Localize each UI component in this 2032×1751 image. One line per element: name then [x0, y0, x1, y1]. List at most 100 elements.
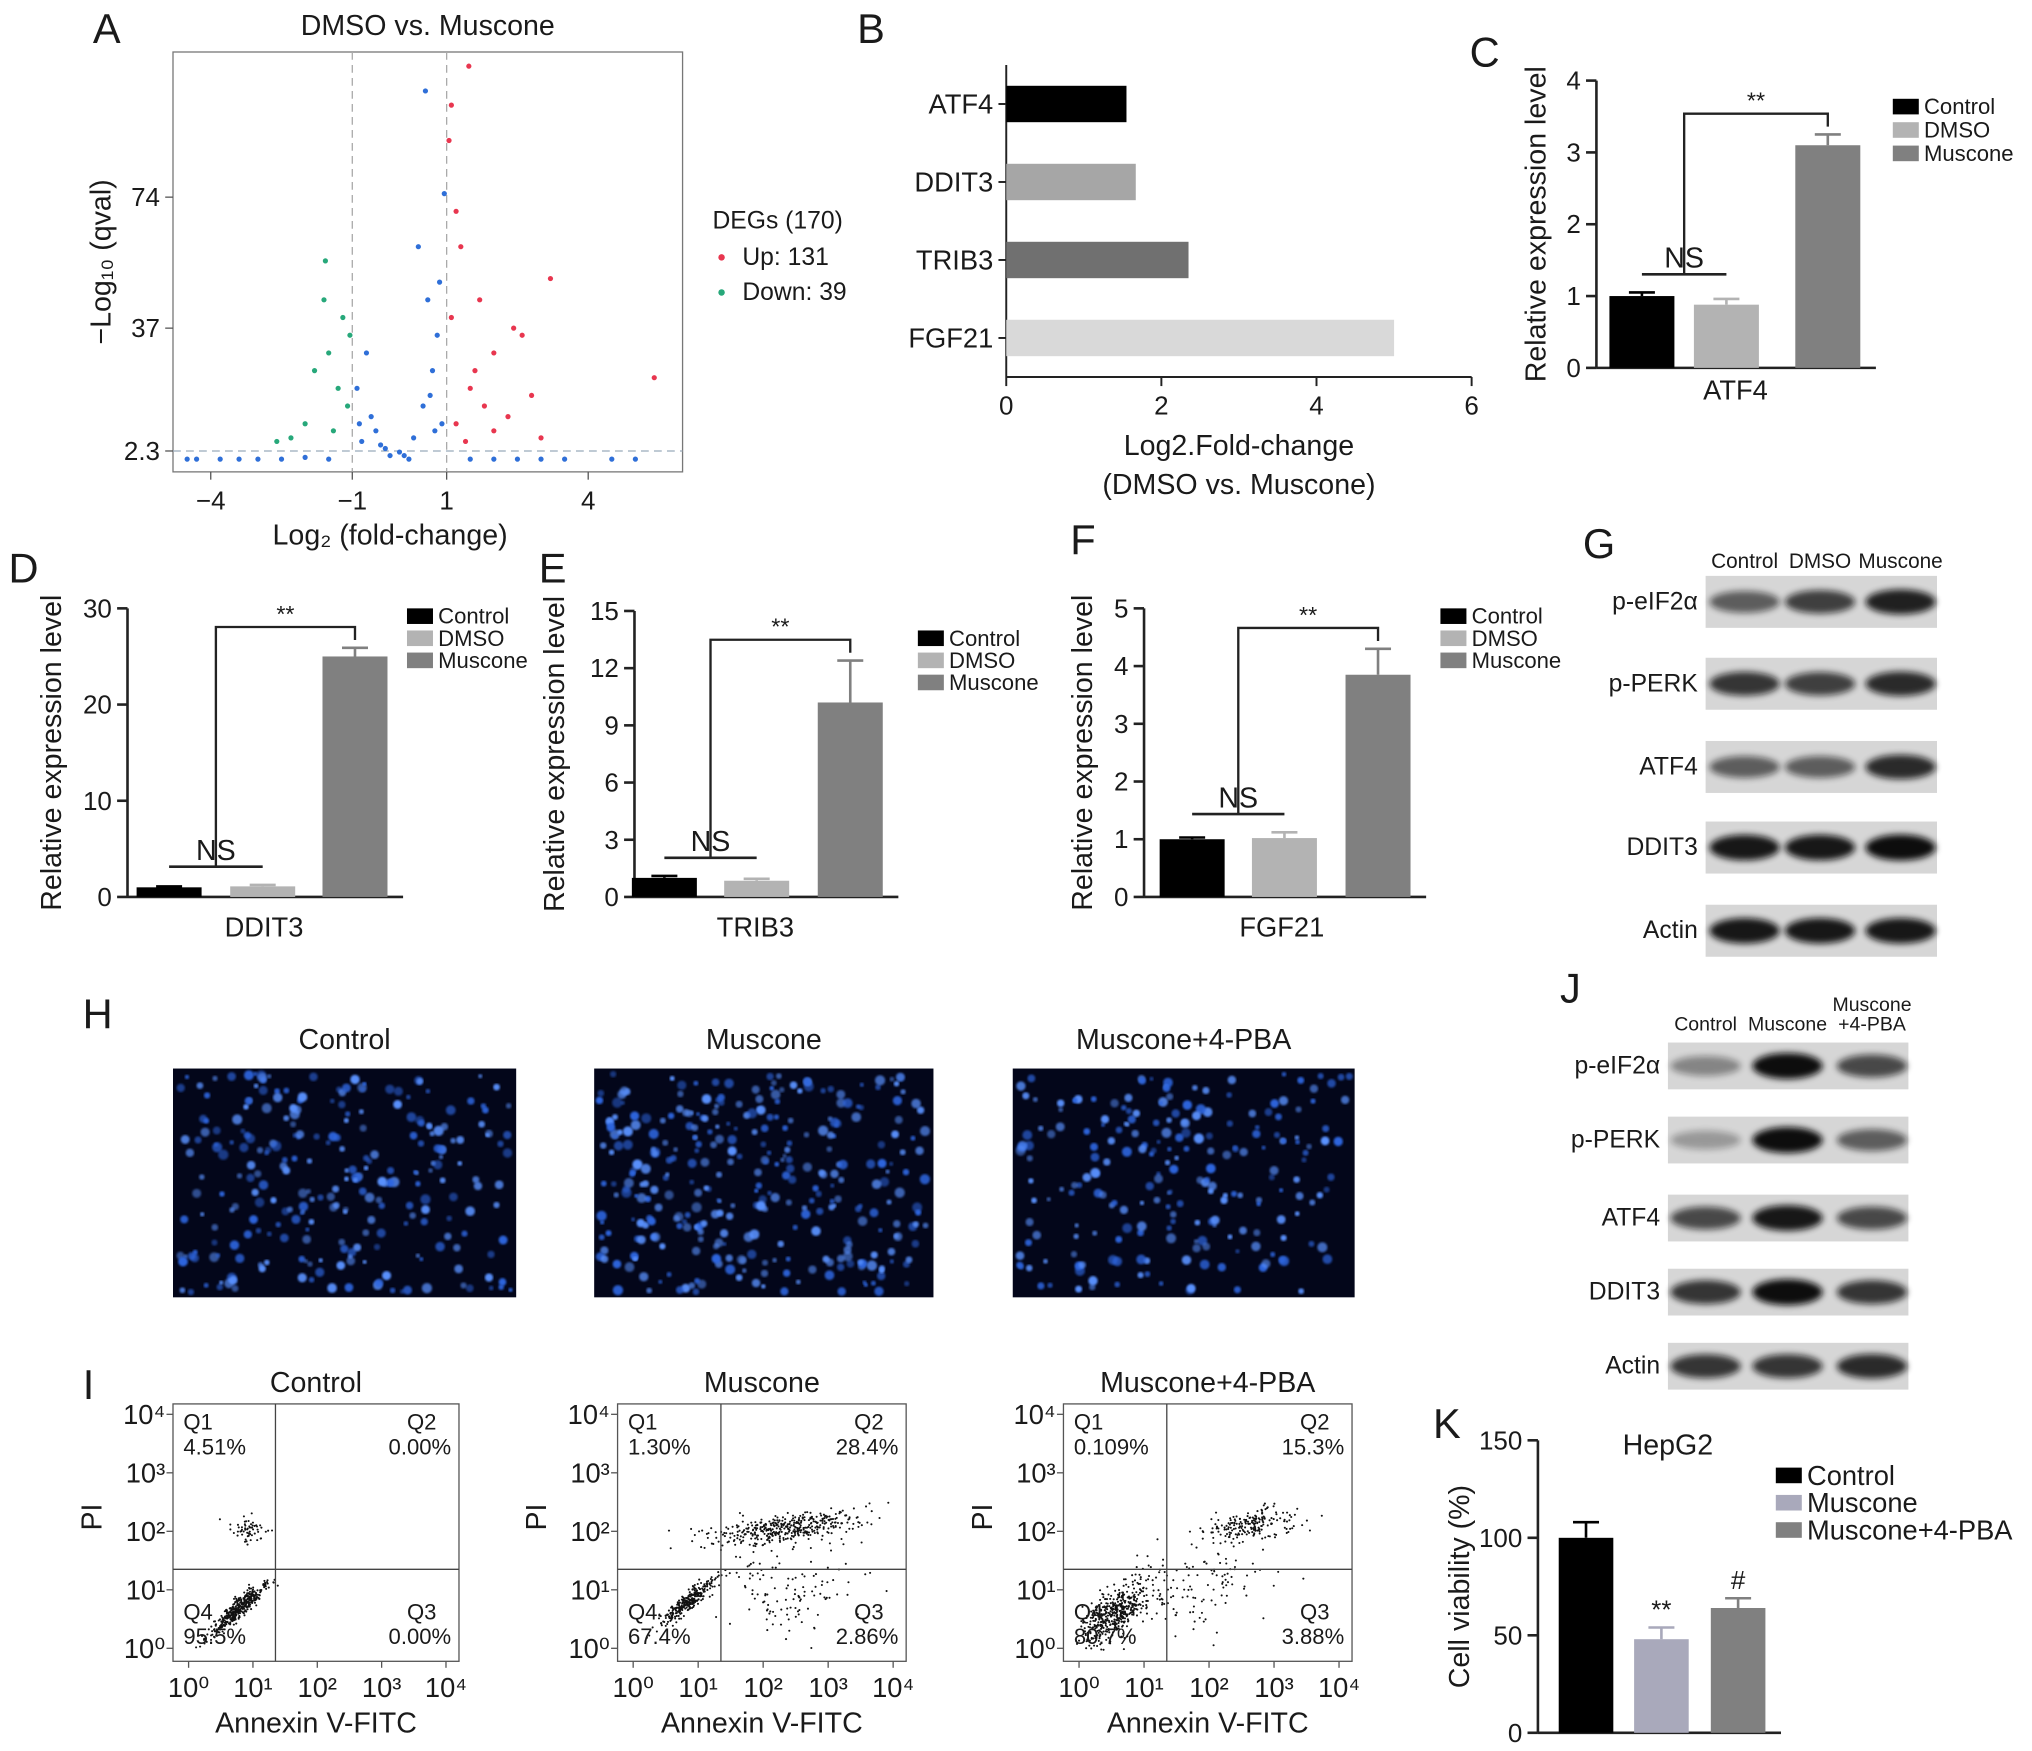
event-dot: [752, 1561, 755, 1564]
event-dot: [752, 1551, 755, 1554]
event-dot: [1097, 1631, 1100, 1634]
nucleus: [231, 1202, 239, 1211]
nucleus: [694, 1277, 701, 1284]
event-dot: [682, 1615, 685, 1618]
nucleus: [632, 1256, 638, 1262]
error-bar: [1179, 836, 1206, 840]
nucleus: [782, 1125, 788, 1131]
event-dot: [1320, 1514, 1323, 1517]
event-dot: [749, 1562, 752, 1566]
event-dot: [1120, 1606, 1124, 1609]
event-dot: [1192, 1605, 1195, 1608]
nucleus: [1100, 1122, 1106, 1127]
nucleus: [600, 1246, 609, 1255]
event-dot: [1132, 1611, 1135, 1615]
legend-swatch: [1892, 145, 1919, 162]
event-dot: [682, 1606, 685, 1609]
event-dot: [1159, 1592, 1162, 1596]
event-dot: [245, 1520, 248, 1523]
nucleus: [689, 1179, 695, 1185]
event-dot: [822, 1526, 825, 1529]
event-dot: [1232, 1537, 1235, 1540]
nucleus: [1322, 1125, 1330, 1133]
nucleus: [828, 1203, 835, 1211]
nucleus: [1059, 1186, 1065, 1192]
event-dot: [1111, 1631, 1115, 1634]
event-dot: [1106, 1608, 1109, 1611]
event-dot: [822, 1513, 825, 1516]
event-dot: [1106, 1614, 1110, 1617]
nucleus: [358, 1109, 364, 1115]
event-dot: [765, 1609, 769, 1612]
data-point: [528, 392, 535, 399]
nucleus: [272, 1092, 283, 1103]
bar: [817, 702, 883, 897]
data-point: [491, 350, 497, 356]
event-dot: [1289, 1527, 1292, 1530]
event-dot: [745, 1527, 748, 1530]
event-dot: [806, 1607, 810, 1610]
event-dot: [681, 1599, 684, 1602]
event-dot: [802, 1513, 805, 1516]
event-dot: [1145, 1607, 1148, 1610]
event-dot: [1105, 1611, 1108, 1614]
nucleus: [1028, 1178, 1034, 1184]
nucleus: [725, 1212, 734, 1220]
event-dot: [1273, 1536, 1277, 1539]
event-dot: [664, 1624, 667, 1627]
event-dot: [235, 1622, 238, 1625]
event-dot: [807, 1519, 810, 1522]
event-dot: [1181, 1596, 1184, 1599]
event-dot: [1111, 1622, 1114, 1625]
nucleus: [1090, 1096, 1097, 1103]
nucleus: [651, 1150, 659, 1157]
data-point: [466, 63, 472, 69]
event-dot: [794, 1541, 797, 1544]
event-dot: [801, 1517, 804, 1520]
event-dot: [1080, 1625, 1083, 1628]
panel-label: J: [1560, 964, 1581, 1011]
nucleus: [302, 1235, 312, 1244]
nucleus: [363, 1165, 369, 1171]
nucleus: [710, 1141, 717, 1149]
nucleus: [438, 1154, 444, 1160]
event-dot: [680, 1617, 683, 1620]
x-tick-label: 10²: [1189, 1672, 1228, 1703]
nucleus: [1115, 1235, 1123, 1243]
event-dot: [800, 1529, 803, 1532]
event-dot: [681, 1595, 684, 1598]
row-label: Actin: [1643, 917, 1698, 944]
event-dot: [1250, 1527, 1253, 1530]
event-dot: [1255, 1515, 1258, 1518]
row-label: p-PERK: [1571, 1127, 1661, 1154]
event-dot: [1131, 1609, 1134, 1612]
x-tick-label: 10⁰: [1058, 1672, 1099, 1703]
event-dot: [1212, 1588, 1215, 1591]
event-dot: [790, 1524, 793, 1527]
event-dot: [764, 1526, 767, 1529]
nucleus: [403, 1221, 409, 1226]
event-dot: [878, 1516, 881, 1520]
event-dot: [1190, 1588, 1193, 1591]
event-dot: [1201, 1530, 1204, 1533]
event-dot: [677, 1603, 680, 1606]
event-dot: [1230, 1575, 1233, 1578]
x-tick-label: ATF4: [1703, 374, 1768, 405]
data-point: [441, 191, 447, 197]
event-dot: [670, 1606, 673, 1609]
event-dot: [725, 1532, 728, 1535]
data-point: [439, 421, 445, 427]
event-dot: [1145, 1579, 1148, 1582]
event-dot: [792, 1517, 795, 1520]
event-dot: [1243, 1585, 1246, 1588]
event-dot: [710, 1576, 713, 1579]
event-dot: [1158, 1594, 1161, 1597]
event-dot: [731, 1532, 734, 1535]
event-dot: [1161, 1603, 1164, 1606]
event-dot: [1261, 1517, 1264, 1520]
event-dot: [243, 1600, 246, 1603]
event-dot: [1124, 1611, 1127, 1615]
nucleus: [803, 1081, 814, 1092]
nucleus: [893, 1232, 903, 1242]
nucleus: [1306, 1143, 1312, 1150]
